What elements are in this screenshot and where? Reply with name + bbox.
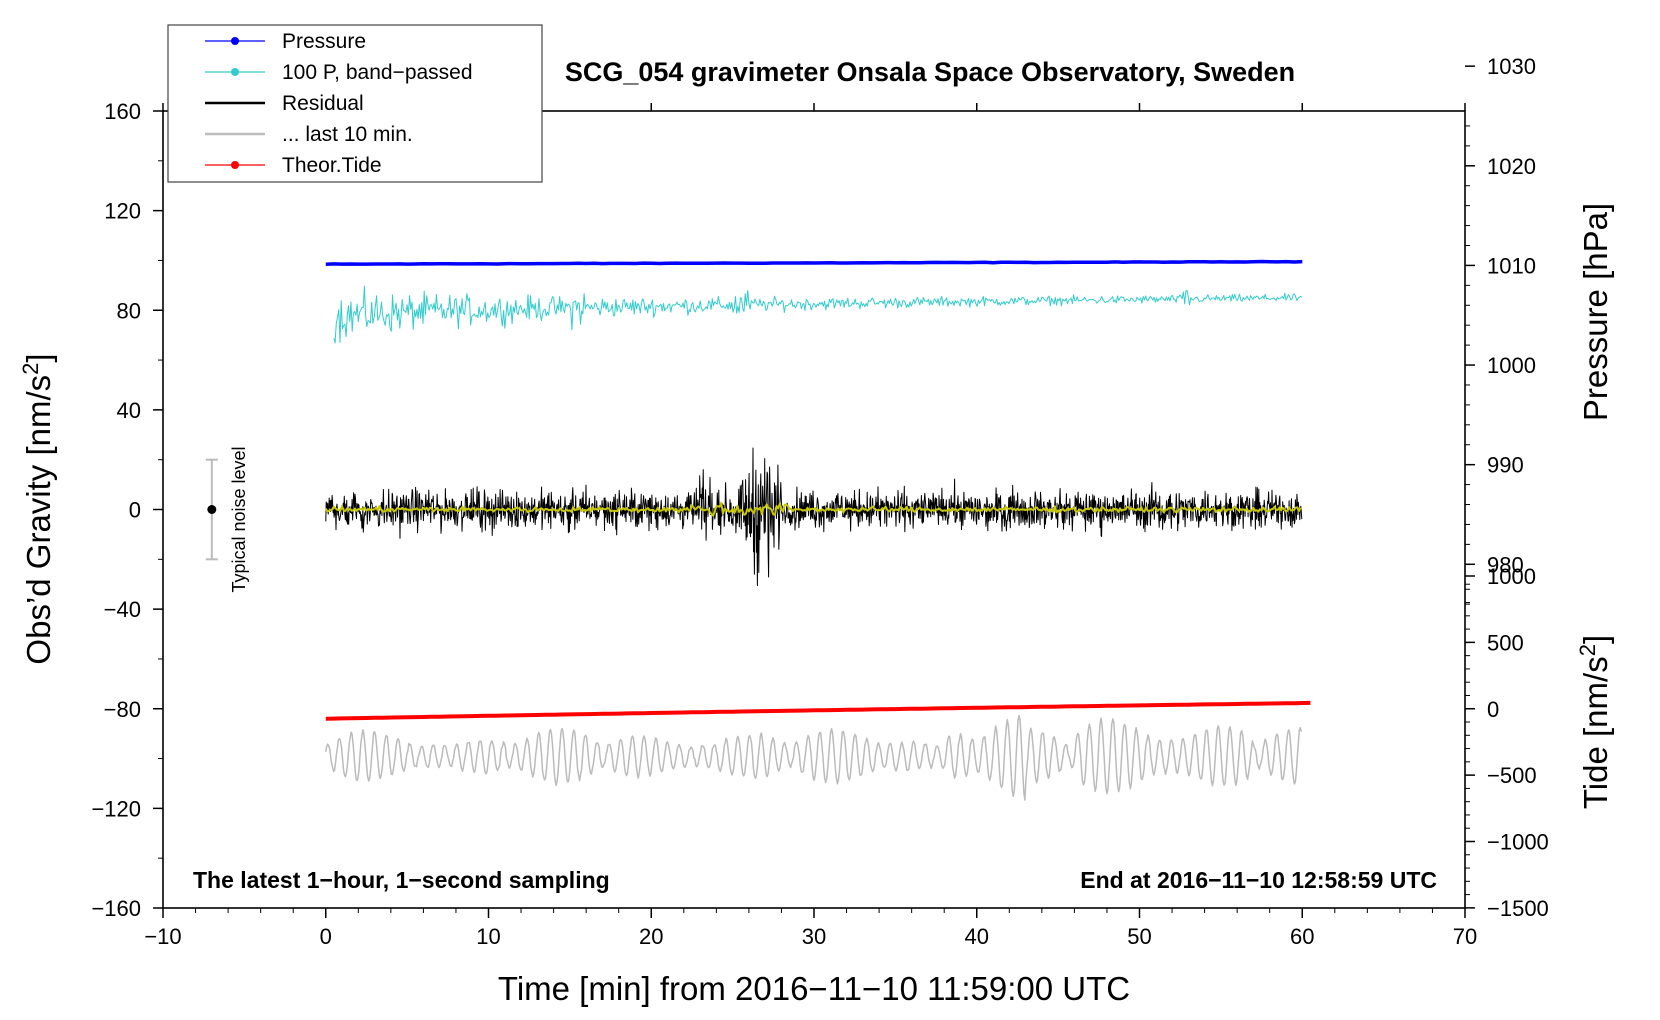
sampling-note: The latest 1−hour, 1−second sampling	[193, 867, 610, 893]
y-left-tick-label: 0	[129, 498, 141, 523]
pressure-tick-label: 1020	[1487, 154, 1536, 179]
tide-tick-label: 1000	[1487, 564, 1536, 589]
tide-tick-label: 500	[1487, 630, 1524, 655]
x-tick-label: 50	[1127, 924, 1151, 949]
tide-tick-label: −1500	[1487, 896, 1549, 921]
y-left-tick-label: 120	[104, 199, 141, 224]
last-10-min-series-line	[325, 714, 1303, 801]
legend: Pressure 100 P, band−passed Residual ... la…	[167, 24, 543, 183]
end-time-note: End at 2016−11−10 12:58:59 UTC	[1080, 867, 1437, 893]
series-layer	[324, 259, 1311, 801]
y-left-tick-label: 80	[117, 298, 141, 323]
x-axis-title: Time [min] from 2016−11−10 11:59:00 UTC	[498, 970, 1130, 1007]
residual-series-line	[325, 447, 1303, 587]
noise-level-indicator: Typical noise level	[205, 446, 249, 593]
y-axis-tide-title: Tide [nm/s2]	[1575, 635, 1614, 809]
tide-tick-label: −500	[1487, 763, 1537, 788]
tide-series-line	[325, 700, 1311, 721]
y-axis-tide-title-sup: 2	[1575, 644, 1600, 656]
pressure-tick-label: 1030	[1487, 54, 1536, 79]
chart-title: SCG_054 gravimeter Onsala Space Observat…	[565, 57, 1295, 87]
y-axis-left-title: Obs’d Gravity [nm/s2]	[18, 353, 57, 664]
axes-layer: −10 0 10 20 30 40 50 60 7016012080400−40−80−120−…	[91, 54, 1548, 949]
legend-swatch-marker	[231, 68, 239, 76]
noise-level-label: Typical noise level	[229, 446, 249, 592]
y-left-tick-label: 160	[104, 99, 141, 124]
residual-smoothed-line	[324, 501, 1302, 517]
legend-label: ... last 10 min.	[282, 123, 413, 146]
bandpassed-series-line	[333, 285, 1303, 344]
x-tick-label: −10	[144, 924, 181, 949]
y-axis-left-title-end: ]	[20, 353, 57, 362]
pressure-tick-label: 980	[1487, 552, 1524, 577]
y-axis-left-title-base: Obs’d Gravity [nm/s	[20, 375, 57, 665]
x-tick-label: 70	[1453, 924, 1477, 949]
y-left-tick-label: −160	[91, 896, 141, 921]
legend-label: Theor.Tide	[282, 154, 382, 177]
legend-label: Residual	[282, 92, 364, 115]
legend-label: 100 P, band−passed	[282, 61, 473, 84]
x-tick-label: 10	[476, 924, 500, 949]
y-axis-tide-title-base: Tide [nm/s	[1577, 656, 1614, 809]
x-tick-label: 20	[639, 924, 663, 949]
x-tick-label: 0	[320, 924, 332, 949]
legend-swatch-marker	[231, 37, 239, 45]
legend-label: Pressure	[282, 30, 366, 53]
legend-items: Pressure 100 P, band−passed Residual ... la…	[205, 30, 473, 177]
y-axis-left-title-sup: 2	[18, 363, 43, 375]
x-tick-label: 40	[965, 924, 989, 949]
pressure-tick-label: 1010	[1487, 253, 1536, 278]
pressure-series-line	[325, 259, 1303, 266]
y-left-tick-label: 40	[117, 398, 141, 423]
x-tick-label: 30	[802, 924, 826, 949]
y-left-tick-label: −120	[91, 796, 141, 821]
tide-tick-label: −1000	[1487, 830, 1549, 855]
legend-swatch-marker	[231, 161, 239, 169]
noise-bar-center-dot	[207, 505, 217, 514]
y-left-tick-label: −80	[104, 697, 141, 722]
y-axis-tide-title-end: ]	[1577, 635, 1614, 644]
y-left-tick-label: −40	[104, 597, 141, 622]
pressure-tick-label: 990	[1487, 453, 1524, 478]
tide-tick-label: 0	[1487, 697, 1499, 722]
pressure-tick-label: 1000	[1487, 353, 1536, 378]
x-tick-label: 60	[1290, 924, 1314, 949]
y-axis-pressure-title: Pressure [hPa]	[1577, 203, 1614, 421]
